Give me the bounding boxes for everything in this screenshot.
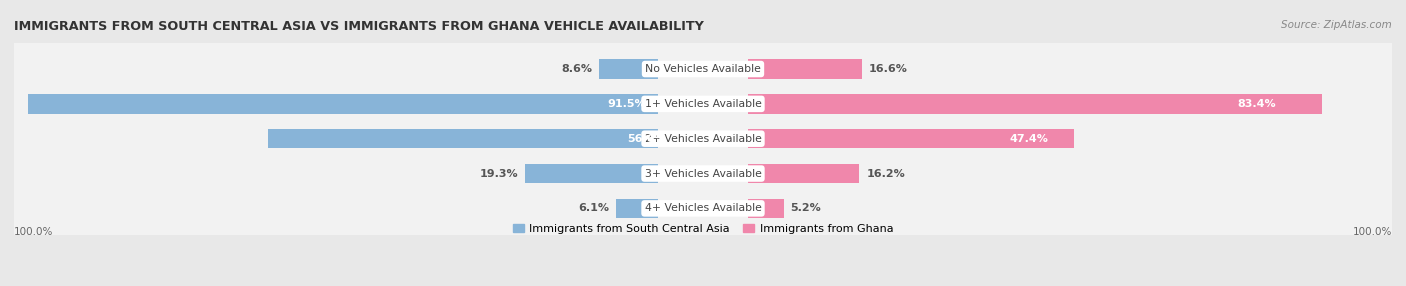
Bar: [526, 164, 658, 183]
Text: 8.6%: 8.6%: [561, 64, 592, 74]
Text: 100.0%: 100.0%: [14, 227, 53, 237]
Text: 91.5%: 91.5%: [607, 99, 647, 109]
Text: 5.2%: 5.2%: [790, 203, 821, 213]
Text: 6.1%: 6.1%: [578, 203, 609, 213]
Text: IMMIGRANTS FROM SOUTH CENTRAL ASIA VS IMMIGRANTS FROM GHANA VEHICLE AVAILABILITY: IMMIGRANTS FROM SOUTH CENTRAL ASIA VS IM…: [14, 20, 704, 33]
Bar: [269, 129, 658, 148]
Text: 4+ Vehicles Available: 4+ Vehicles Available: [644, 203, 762, 213]
FancyBboxPatch shape: [13, 127, 1393, 220]
FancyBboxPatch shape: [13, 23, 1393, 115]
Text: 56.6%: 56.6%: [627, 134, 666, 144]
Text: No Vehicles Available: No Vehicles Available: [645, 64, 761, 74]
Bar: [748, 129, 1074, 148]
Bar: [599, 59, 658, 79]
FancyBboxPatch shape: [13, 92, 1393, 185]
FancyBboxPatch shape: [13, 162, 1393, 255]
Text: 3+ Vehicles Available: 3+ Vehicles Available: [644, 168, 762, 178]
Text: 47.4%: 47.4%: [1010, 134, 1049, 144]
Text: 16.2%: 16.2%: [866, 168, 905, 178]
Text: 19.3%: 19.3%: [479, 168, 519, 178]
Legend: Immigrants from South Central Asia, Immigrants from Ghana: Immigrants from South Central Asia, Immi…: [508, 220, 898, 239]
Text: 100.0%: 100.0%: [1353, 227, 1392, 237]
Bar: [748, 164, 859, 183]
Bar: [616, 199, 658, 218]
Text: 1+ Vehicles Available: 1+ Vehicles Available: [644, 99, 762, 109]
Bar: [748, 94, 1323, 114]
Text: 2+ Vehicles Available: 2+ Vehicles Available: [644, 134, 762, 144]
Bar: [748, 199, 783, 218]
Text: 83.4%: 83.4%: [1237, 99, 1277, 109]
Bar: [28, 94, 658, 114]
Text: Source: ZipAtlas.com: Source: ZipAtlas.com: [1281, 20, 1392, 30]
Text: 16.6%: 16.6%: [869, 64, 908, 74]
FancyBboxPatch shape: [13, 57, 1393, 150]
Bar: [748, 59, 862, 79]
